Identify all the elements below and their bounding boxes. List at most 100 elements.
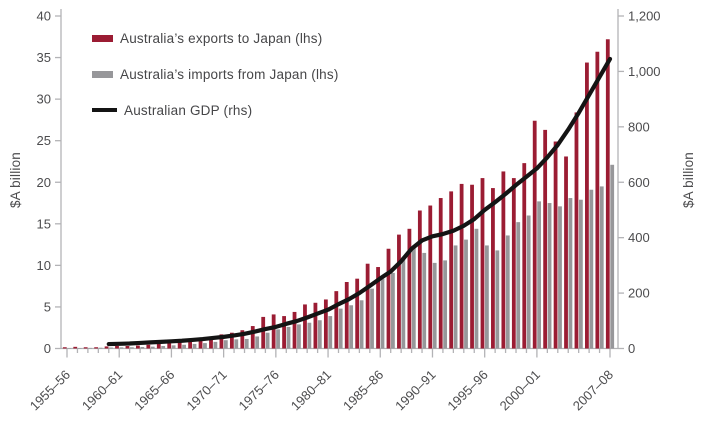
export-bar (459, 183, 464, 349)
legend-label-exports: Australia’s exports to Japan (lhs) (120, 30, 323, 46)
import-bar (213, 341, 218, 349)
import-bar (276, 329, 280, 349)
exports-swatch-icon (92, 34, 113, 42)
chart-legend: Australia’s exports to Japan (lhs) Austr… (92, 20, 339, 128)
right-axis-tick-label: 400 (628, 230, 650, 245)
x-tick-label: 1990–91 (392, 367, 438, 413)
export-bar (532, 120, 537, 349)
imports-bars (67, 164, 615, 349)
export-bar (344, 282, 349, 349)
import-bar (119, 347, 124, 349)
left-axis-tick-label: 35 (37, 50, 51, 65)
right-axis-tick-label: 0 (628, 341, 635, 356)
export-bar (376, 267, 380, 349)
import-bar (255, 336, 260, 349)
import-bar (558, 206, 562, 349)
export-bar (282, 316, 286, 349)
export-bar (355, 278, 360, 349)
export-bar (94, 347, 99, 349)
export-bar (229, 332, 234, 349)
import-bar (370, 288, 374, 349)
import-bar (244, 338, 249, 349)
export-bar (198, 338, 203, 349)
gdp-line (106, 56, 613, 347)
legend-item-imports: Australia’s imports from Japan (lhs) (92, 56, 339, 92)
x-tick-label: 1960–61 (79, 367, 125, 413)
export-bar (585, 62, 589, 349)
import-bar (265, 332, 270, 349)
x-tick-label: 1965–66 (131, 367, 177, 413)
left-axis-tick-label: 10 (37, 258, 51, 273)
right-axis-tick-label: 800 (628, 119, 650, 134)
export-bar (136, 345, 140, 349)
import-bar (129, 347, 134, 349)
import-bar (359, 300, 364, 349)
import-bar (568, 198, 573, 349)
x-tick-label: 2007–08 (570, 367, 616, 413)
export-bar (73, 346, 78, 349)
import-bar (98, 347, 103, 349)
x-tick-label: 1955–56 (27, 367, 73, 413)
export-bar (303, 304, 307, 349)
left-axis-tick-label: 30 (37, 92, 51, 107)
left-axis-tick-label: 20 (37, 175, 51, 190)
x-axis: 1955–56 1960–61 1965–66 1970–71 1975–76 1980–… (27, 348, 616, 413)
import-bar (411, 246, 416, 349)
import-bar (161, 346, 166, 349)
import-bar (307, 322, 312, 349)
import-bar (328, 316, 333, 349)
legend-label-imports: Australia’s imports from Japan (lhs) (120, 66, 339, 82)
export-bar (219, 334, 224, 349)
import-bar (297, 324, 301, 349)
export-bar (261, 316, 266, 349)
import-bar (443, 260, 448, 349)
export-bar (564, 156, 568, 349)
export-bar (62, 347, 67, 349)
export-bar (292, 311, 297, 349)
exports-bars (62, 39, 610, 349)
left-axis-tick-label: 25 (37, 133, 51, 148)
export-bar (449, 191, 454, 349)
import-bar (474, 228, 479, 349)
x-tick-label: 1985–86 (340, 367, 386, 413)
import-bar (432, 262, 437, 349)
import-bar (317, 320, 322, 349)
import-bar (140, 347, 145, 349)
import-bar (516, 222, 521, 349)
export-bar (146, 344, 151, 349)
export-bar (438, 198, 443, 349)
export-bar (574, 112, 579, 349)
import-bar (88, 347, 92, 349)
export-bar (480, 178, 485, 349)
import-bar (77, 348, 82, 349)
export-bar (501, 171, 506, 349)
import-bar (578, 199, 583, 349)
import-bar (547, 203, 552, 349)
legend-label-gdp: Australian GDP (rhs) (124, 102, 253, 118)
import-bar (526, 215, 531, 349)
import-bar (495, 250, 500, 349)
export-bar (543, 129, 548, 349)
right-axis-title: $A billion (681, 151, 696, 209)
x-tick-label: 1970–71 (183, 367, 229, 413)
import-bar (422, 252, 427, 349)
export-bar (83, 347, 88, 349)
import-bar (401, 257, 406, 349)
import-bar (182, 344, 186, 349)
export-bar (470, 184, 474, 349)
export-bar (491, 188, 495, 349)
export-bar (104, 346, 109, 349)
legend-item-gdp: Australian GDP (rhs) (92, 92, 339, 128)
export-bar (177, 341, 182, 349)
import-bar (589, 189, 594, 349)
x-tick-label: 1975–76 (236, 367, 282, 413)
export-bar (605, 39, 610, 349)
export-bar (323, 299, 328, 349)
export-bar (167, 343, 172, 349)
import-bar (599, 186, 604, 349)
export-bar (511, 178, 516, 349)
export-bar (397, 234, 401, 349)
import-bar (109, 347, 113, 349)
export-bar (125, 346, 130, 349)
